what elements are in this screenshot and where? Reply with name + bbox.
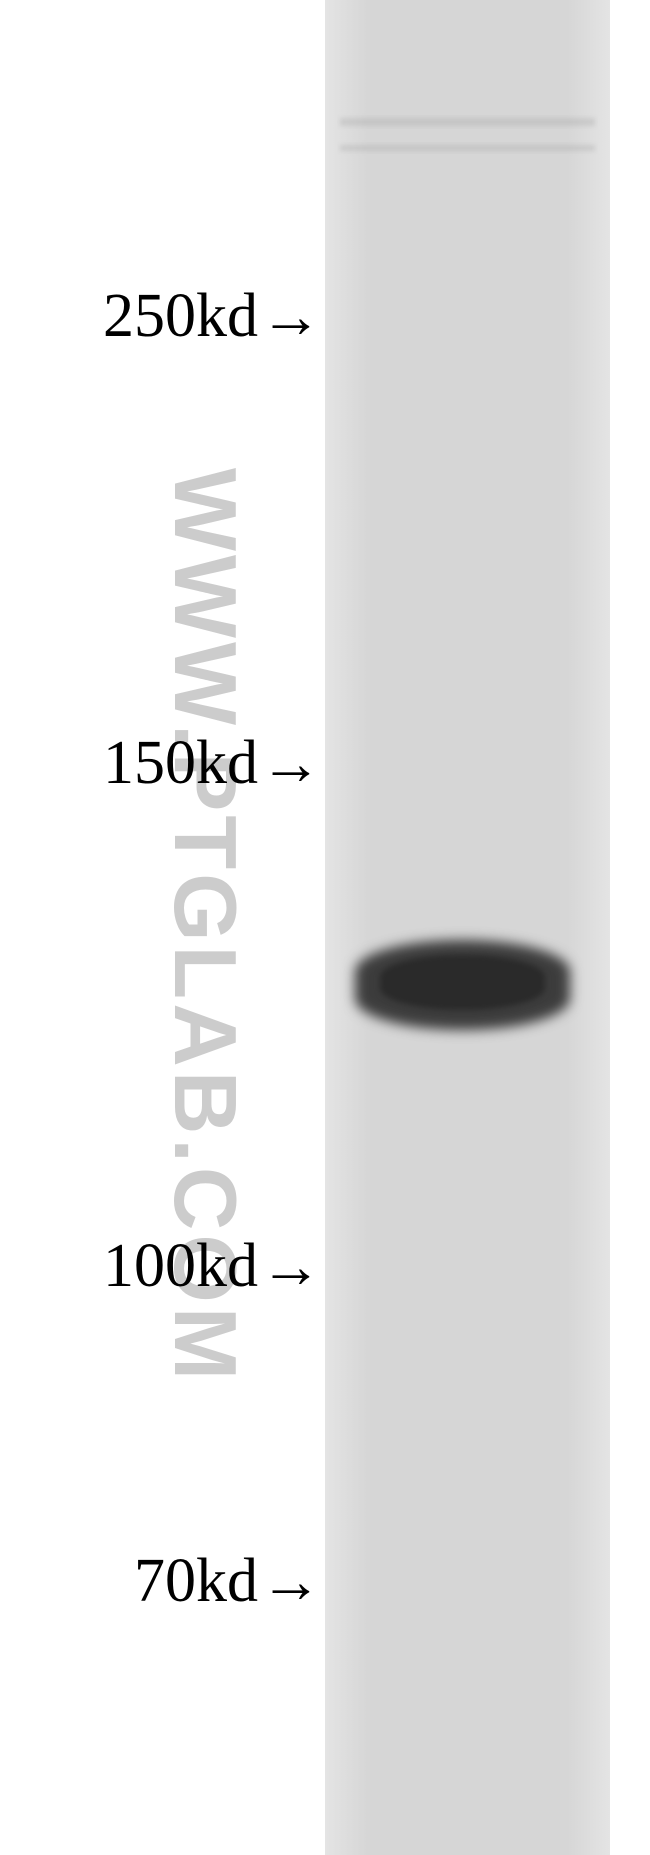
arrow-right-icon: → [260,1231,322,1302]
mw-marker-label-text: 150kd [103,728,258,799]
arrow-right-icon: → [260,1546,322,1617]
mw-marker-70kd: 70kd→ [134,1546,322,1617]
mw-marker-100kd: 100kd→ [103,1231,322,1302]
mw-marker-150kd: 150kd→ [103,728,322,799]
watermark-text: WWW.PTGLAB.COM [154,226,256,1626]
arrow-right-icon: → [260,728,322,799]
protein-band-core [380,955,545,1010]
faint-line [340,118,595,126]
arrow-right-icon: → [260,281,322,352]
blot-lane [325,0,610,1855]
mw-marker-label-text: 250kd [103,281,258,352]
mw-marker-label-text: 70kd [134,1546,258,1617]
faint-line [340,145,595,151]
mw-marker-250kd: 250kd→ [103,281,322,352]
mw-marker-label-text: 100kd [103,1231,258,1302]
western-blot-image: WWW.PTGLAB.COM 250kd→150kd→100kd→70kd→ [0,0,650,1855]
